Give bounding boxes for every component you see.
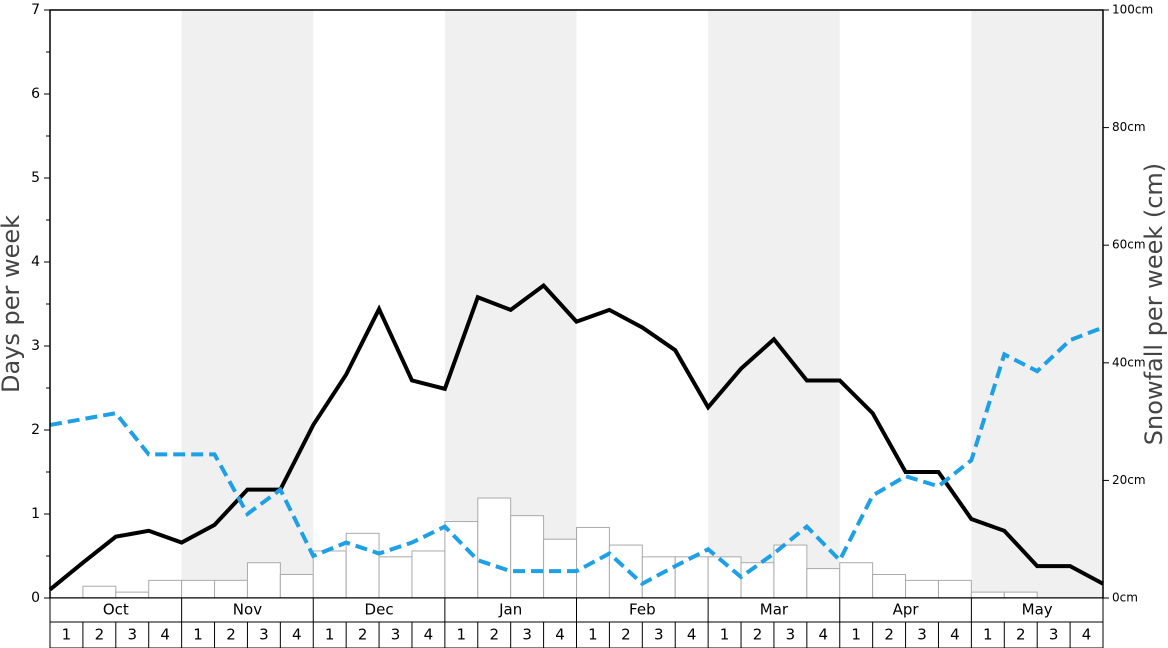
week-label: 4 — [424, 626, 434, 644]
y-tick-label: 2 — [31, 422, 40, 438]
y2-tick-label: 80cm — [1112, 120, 1146, 134]
bar — [148, 579, 183, 599]
week-label: 1 — [851, 626, 861, 644]
week-label: 1 — [193, 626, 203, 644]
bar — [82, 585, 117, 599]
week-label: 3 — [391, 626, 401, 644]
bar — [181, 579, 216, 599]
week-label: 1 — [457, 626, 467, 644]
bar — [312, 550, 347, 599]
y-tick-label: 0 — [31, 590, 40, 606]
week-label: 3 — [522, 626, 532, 644]
y-tick-label: 6 — [31, 86, 40, 102]
month-band — [708, 10, 840, 598]
month-band — [971, 10, 1103, 598]
week-label: 4 — [1082, 626, 1092, 644]
bar — [608, 544, 643, 599]
bar — [773, 544, 808, 599]
week-label: 2 — [358, 626, 368, 644]
week-label: 4 — [160, 626, 170, 644]
bar — [806, 568, 841, 599]
month-label: Feb — [629, 601, 656, 619]
bar — [740, 562, 775, 599]
week-label: 2 — [226, 626, 236, 644]
y2-axis-label: Snowfall per week (cm) — [1140, 163, 1168, 445]
week-label: 4 — [555, 626, 565, 644]
week-label: 3 — [259, 626, 269, 644]
month-label: Dec — [365, 601, 394, 619]
week-label: 4 — [687, 626, 697, 644]
week-label: 2 — [621, 626, 631, 644]
bar — [905, 579, 939, 599]
bar — [543, 538, 577, 599]
week-label: 4 — [292, 626, 302, 644]
bar — [411, 550, 446, 599]
week-label: 2 — [884, 626, 894, 644]
bar — [872, 573, 907, 599]
line — [48, 282, 1104, 592]
month-label: Nov — [233, 601, 262, 619]
y2-tick-label: 60cm — [1112, 238, 1146, 252]
y2-tick-label: 0cm — [1112, 591, 1138, 605]
month-label: Mar — [760, 601, 789, 619]
month-label: Jan — [498, 601, 522, 619]
y-axis-label: Days per week — [0, 215, 25, 393]
bar — [246, 562, 281, 599]
week-label: 1 — [588, 626, 598, 644]
y-tick-label: 5 — [31, 170, 40, 186]
week-label: 2 — [753, 626, 763, 644]
week-label: 3 — [917, 626, 927, 644]
month-label: Oct — [103, 601, 129, 619]
week-label: 4 — [819, 626, 829, 644]
y2-tick-label: 100cm — [1112, 3, 1153, 17]
week-label: 3 — [127, 626, 137, 644]
week-label: 1 — [62, 626, 72, 644]
bar — [477, 497, 512, 599]
bar — [970, 591, 1005, 599]
week-label: 1 — [720, 626, 730, 644]
month-band — [181, 10, 314, 598]
week-label: 3 — [1049, 626, 1059, 644]
week-label: 3 — [786, 626, 796, 644]
bar — [444, 521, 479, 599]
bar — [1003, 591, 1038, 599]
bar — [279, 573, 314, 599]
week-label: 3 — [654, 626, 664, 644]
bar — [214, 579, 248, 599]
week-label: 2 — [489, 626, 499, 644]
week-label: 2 — [95, 626, 105, 644]
month-label: May — [1022, 601, 1053, 619]
dashed-line — [49, 325, 1104, 587]
bar — [937, 579, 972, 599]
y-tick-label: 7 — [31, 2, 40, 18]
bar — [345, 532, 380, 599]
month-label: Apr — [893, 601, 920, 619]
bar — [510, 515, 545, 599]
bar — [115, 591, 150, 599]
y-tick-label: 3 — [31, 338, 40, 354]
week-label: 2 — [1016, 626, 1026, 644]
week-label: 1 — [325, 626, 335, 644]
week-label: 4 — [950, 626, 960, 644]
y2-tick-label: 20cm — [1112, 473, 1146, 487]
y-tick-label: 1 — [31, 506, 40, 522]
y-tick-label: 4 — [31, 254, 40, 270]
bar — [839, 562, 874, 599]
bar — [641, 556, 676, 599]
week-label: 1 — [983, 626, 993, 644]
bar — [378, 556, 413, 599]
y2-tick-label: 40cm — [1112, 355, 1146, 369]
